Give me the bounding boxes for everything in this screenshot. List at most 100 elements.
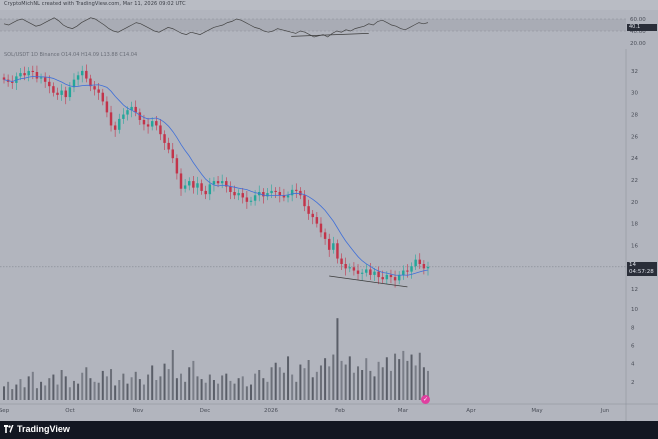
- volume-tick-label: 6: [631, 343, 635, 349]
- candle-body: [348, 267, 352, 269]
- volume-bar: [274, 362, 277, 400]
- volume-bar: [40, 381, 43, 400]
- candle-body: [397, 274, 401, 281]
- volume-bar: [303, 368, 306, 400]
- candle-body: [80, 70, 84, 76]
- volume-bar: [171, 350, 174, 400]
- volume-bar: [27, 376, 30, 400]
- volume-bar: [155, 380, 158, 400]
- author-caption: CryptoMichNL created with TradingView.co…: [4, 1, 186, 7]
- candle-body: [48, 81, 51, 87]
- candle-body: [278, 192, 282, 196]
- candle-body: [356, 270, 360, 274]
- volume-bar: [221, 375, 224, 400]
- candle-body: [52, 86, 55, 93]
- candle-body: [2, 77, 6, 80]
- volume-bar: [110, 369, 113, 400]
- candle-body: [35, 72, 39, 79]
- volume-bar: [369, 370, 372, 400]
- candle-body: [311, 213, 314, 218]
- volume-bar: [270, 367, 273, 400]
- volume-bar: [81, 372, 84, 400]
- candle-body: [23, 73, 26, 76]
- candle-body: [410, 266, 413, 272]
- candle-body: [130, 106, 133, 111]
- candle-body: [290, 189, 294, 196]
- volume-tick-label: 4: [631, 362, 635, 368]
- candle-body: [373, 271, 376, 275]
- volume-bar: [319, 365, 322, 400]
- candle-body: [274, 190, 277, 192]
- volume-bar: [130, 377, 133, 400]
- candle-body: [109, 112, 113, 126]
- candle-body: [93, 86, 96, 90]
- tv-logo-icon: [4, 425, 14, 433]
- volume-bar: [241, 376, 244, 400]
- volume-bar: [361, 370, 364, 400]
- volume-bar: [118, 380, 121, 400]
- candle-body: [150, 121, 154, 127]
- volume-tick-label: 8: [631, 325, 635, 331]
- candle-body: [167, 142, 170, 150]
- volume-bar: [77, 383, 80, 400]
- candle-body: [389, 274, 393, 278]
- chart-header: CryptoMichNL created with TradingView.co…: [0, 0, 658, 10]
- rsi-tick-label: 20.00: [630, 41, 646, 47]
- price-tick-label: 18: [631, 222, 638, 228]
- volume-bar: [15, 384, 18, 400]
- volume-bar: [266, 381, 269, 400]
- volume-tick-label: 10: [631, 307, 638, 313]
- volume-bar: [101, 370, 104, 400]
- volume-bar: [336, 318, 339, 400]
- volume-bar: [192, 360, 195, 400]
- price-tick-label: 24: [631, 156, 638, 162]
- volume-bar: [48, 378, 51, 400]
- volume-bar: [394, 353, 397, 400]
- candle-body: [381, 277, 384, 280]
- volume-bar: [299, 364, 302, 400]
- volume-bar: [147, 374, 150, 400]
- candle-body: [336, 243, 339, 259]
- rsi-value-tag: 40.1: [627, 24, 657, 31]
- volume-bar: [126, 383, 129, 400]
- volume-bar: [373, 376, 376, 400]
- volume-bar: [422, 367, 425, 400]
- volume-bar: [31, 371, 34, 400]
- alert-icon[interactable]: ✓: [421, 395, 430, 404]
- price-tag: 14 04:57:28: [627, 262, 657, 276]
- candle-body: [179, 173, 183, 189]
- candle-body: [323, 232, 327, 239]
- candle-body: [122, 114, 125, 119]
- price-tick-label: 12: [631, 287, 638, 293]
- candle-body: [146, 124, 150, 127]
- candle-body: [315, 217, 319, 224]
- candle-body: [188, 181, 191, 186]
- volume-bar: [287, 356, 290, 400]
- candle-body: [183, 185, 187, 189]
- candle-body: [295, 189, 298, 191]
- volume-bar: [406, 360, 409, 400]
- volume-bar: [315, 371, 318, 400]
- volume-bar: [114, 385, 117, 400]
- candle-body: [134, 106, 137, 113]
- candle-body: [237, 193, 240, 196]
- volume-bar: [68, 387, 71, 400]
- volume-bar: [282, 372, 285, 400]
- volume-bar: [237, 378, 240, 400]
- volume-bar: [365, 358, 368, 400]
- tradingview-logo[interactable]: TradingView: [4, 424, 70, 434]
- chart-canvas[interactable]: 60.0040.0020.003230282624222018161412108…: [0, 0, 658, 421]
- rsi-tick-label: 40.00: [630, 29, 646, 35]
- candle-body: [11, 81, 14, 83]
- volume-bar: [328, 366, 331, 400]
- candle-body: [60, 90, 63, 95]
- volume-bar: [377, 361, 380, 400]
- volume-bar: [233, 383, 236, 400]
- volume-bar: [357, 366, 360, 400]
- time-tick-label: 2026: [264, 408, 278, 414]
- candle-body: [262, 192, 265, 197]
- candle-body: [377, 271, 380, 278]
- rsi-tick-label: 60.00: [630, 17, 646, 23]
- candle-body: [43, 77, 47, 82]
- volume-bar: [93, 381, 96, 400]
